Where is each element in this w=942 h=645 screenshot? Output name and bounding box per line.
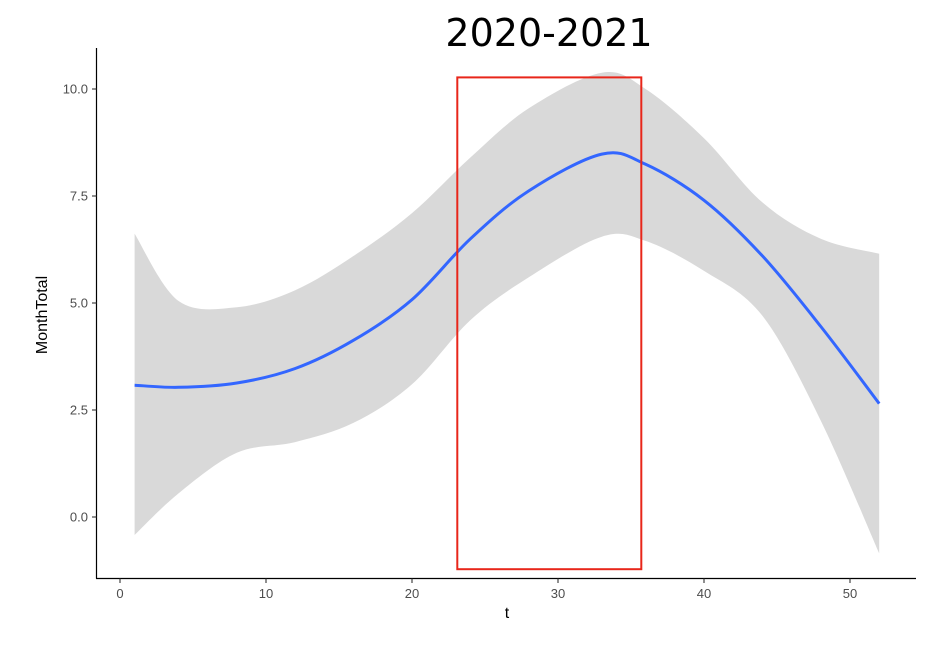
x-tick-label: 30 xyxy=(551,586,565,601)
x-tick-label: 40 xyxy=(697,586,711,601)
x-tick-label: 10 xyxy=(259,586,273,601)
x-axis-title: t xyxy=(505,605,510,622)
y-axis-title: MonthTotal xyxy=(34,276,51,354)
x-tick-label: 0 xyxy=(116,586,123,601)
y-ticks: 0.0 2.5 5.0 7.5 10.0 xyxy=(63,82,97,525)
x-tick-label: 20 xyxy=(405,586,419,601)
smooth-line xyxy=(134,151,881,405)
y-tick-label: 5.0 xyxy=(70,296,88,311)
x-tick-label: 50 xyxy=(843,586,857,601)
x-ticks: 0 10 20 30 40 50 xyxy=(116,578,857,601)
y-tick-label: 10.0 xyxy=(63,82,88,97)
y-tick-label: 7.5 xyxy=(70,189,88,204)
chart-title: 2020-2021 xyxy=(445,11,652,55)
y-tick-label: 2.5 xyxy=(70,403,88,418)
highlight-rectangle xyxy=(456,76,643,571)
confidence-band xyxy=(134,72,880,554)
y-tick-label: 0.0 xyxy=(70,510,88,525)
